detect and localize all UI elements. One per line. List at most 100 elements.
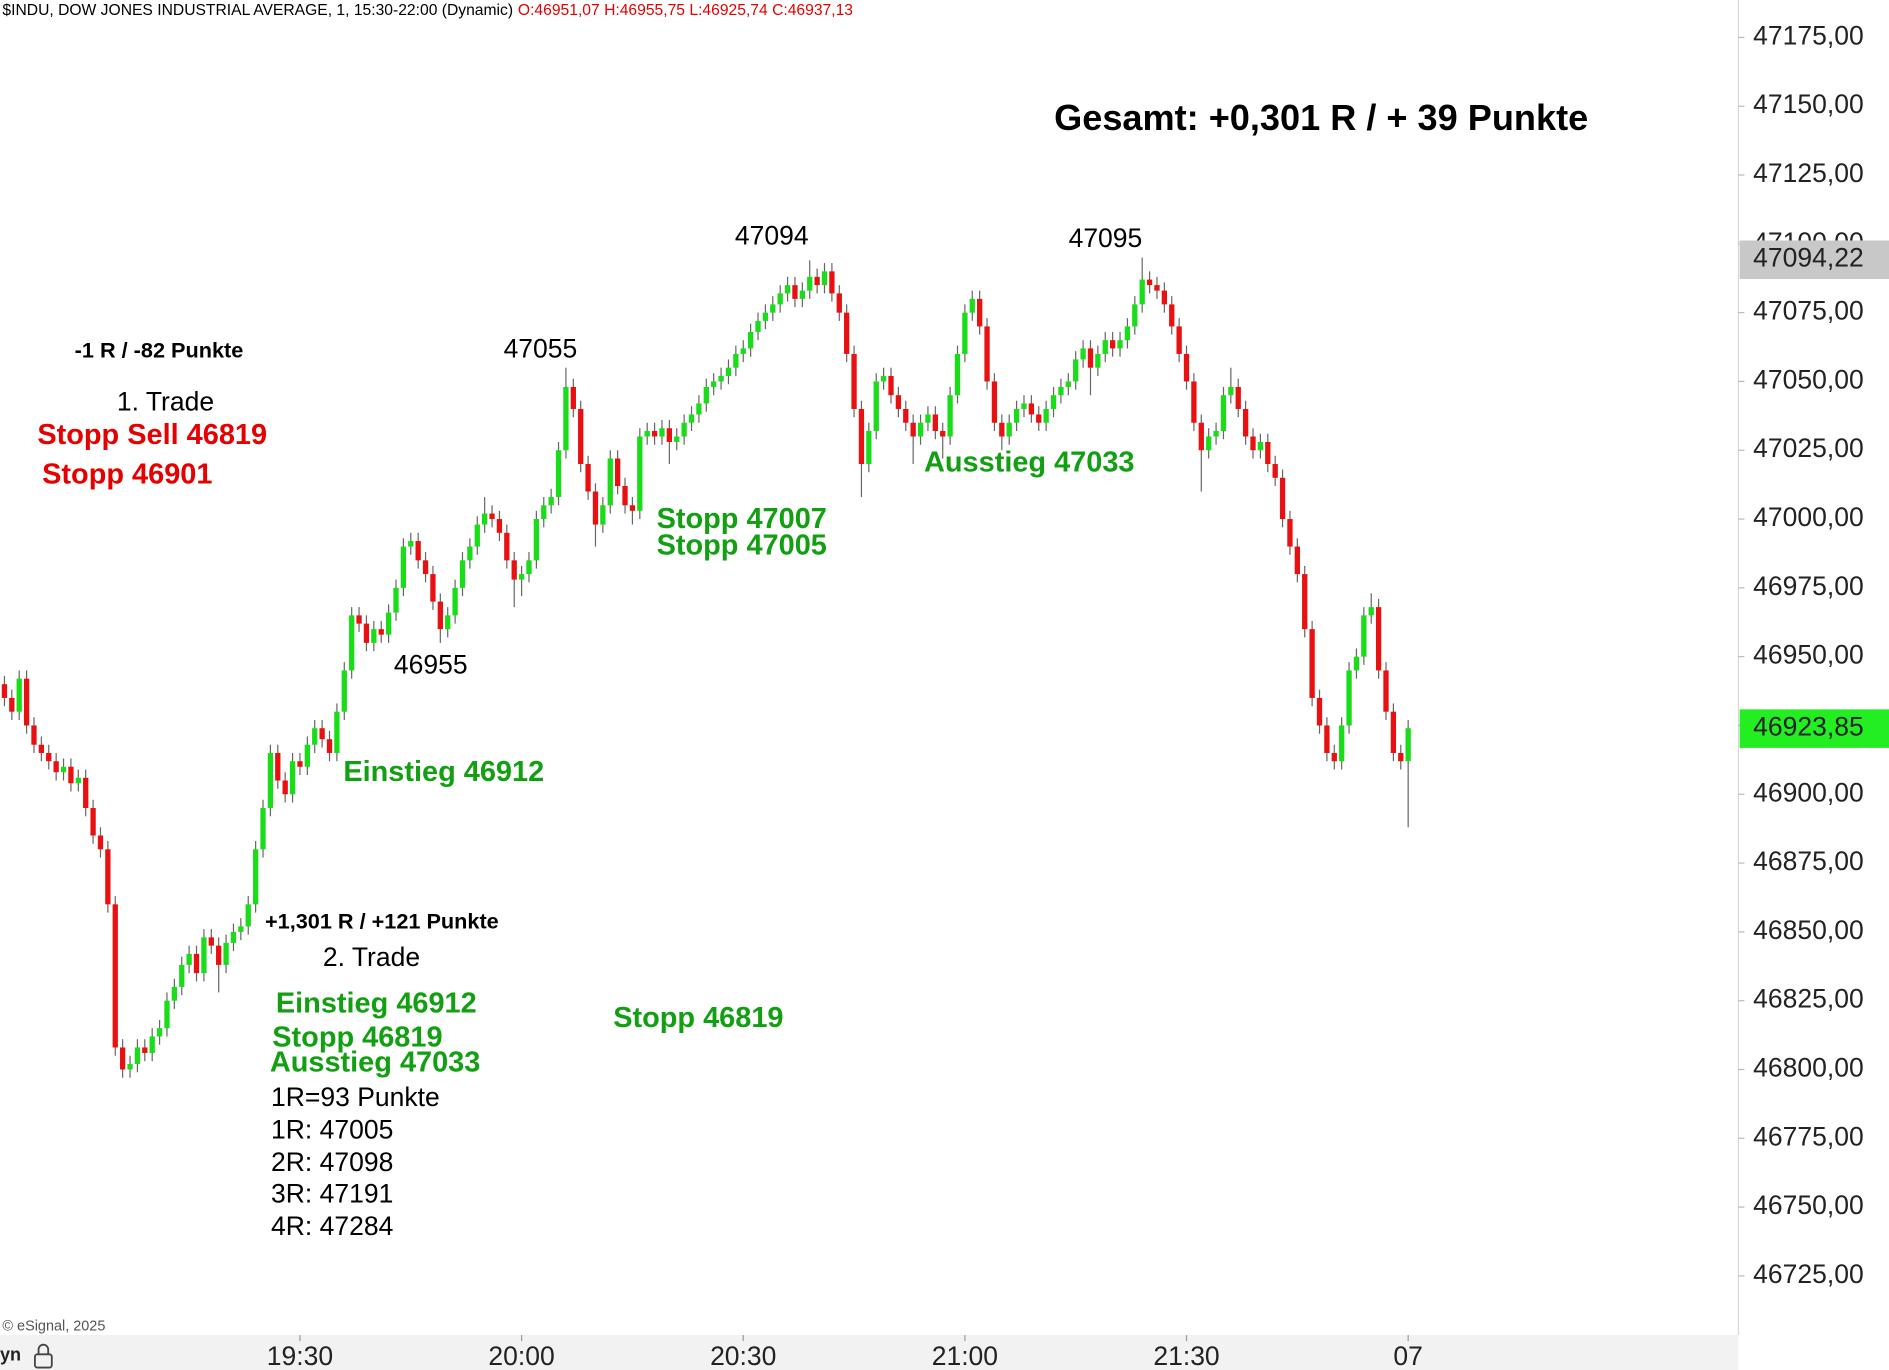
y-tick-label: 46950,00	[1753, 640, 1864, 670]
annotation: 1. Trade	[117, 387, 214, 417]
annotation: 47095	[1069, 223, 1143, 253]
candle-body	[592, 491, 599, 525]
candle-body	[1146, 279, 1153, 286]
y-tick-label: 47050,00	[1753, 364, 1864, 394]
candle-body	[482, 513, 488, 525]
candle-body	[600, 505, 606, 525]
annotation: 47055	[504, 334, 578, 364]
candle-body	[430, 574, 436, 602]
y-tick-label: 46850,00	[1753, 915, 1864, 945]
candle-body	[984, 326, 990, 382]
candle-body	[275, 752, 281, 781]
y-tick-label: 46750,00	[1753, 1190, 1864, 1220]
annotation: Einstieg 46912	[343, 756, 544, 788]
candle-body	[260, 808, 266, 850]
candle-body	[1220, 395, 1227, 431]
candle-body	[866, 430, 872, 465]
annotation: 2. Trade	[323, 942, 420, 972]
candle-body	[1073, 359, 1079, 382]
candle-body	[385, 612, 392, 635]
chart-subtitle: O:46951,07 H:46955,75 L:46925,74 C:46937…	[518, 2, 853, 19]
candle-body	[90, 808, 96, 836]
time-axis-panel	[0, 1335, 1739, 1370]
y-tick-label: 46875,00	[1753, 846, 1864, 876]
candle-body	[38, 744, 45, 753]
candle-body	[1036, 414, 1042, 423]
candle-body	[688, 414, 695, 423]
candle-body	[437, 601, 443, 630]
candle-body	[83, 777, 89, 809]
price-axis-panel	[1738, 0, 1889, 1370]
annotation: -1 R / -82 Punkte	[75, 338, 244, 363]
candle-body	[1250, 436, 1256, 451]
candle-body	[1287, 519, 1293, 547]
candle-body	[393, 587, 399, 613]
candle-body	[1028, 403, 1035, 415]
candle-body	[238, 926, 244, 932]
candle-body	[415, 541, 421, 561]
candle-body	[474, 524, 480, 547]
corner-label: yn	[0, 1344, 21, 1364]
candle-body	[1235, 386, 1241, 409]
candle-body	[1228, 386, 1234, 396]
candle-body	[16, 678, 22, 712]
candle-body	[1065, 381, 1071, 387]
candle-body	[932, 414, 938, 431]
annotation: 47094	[735, 220, 809, 250]
lock-shackle	[37, 1343, 50, 1355]
annotation: 2R: 47098	[271, 1147, 393, 1177]
candle-body	[171, 986, 178, 1001]
price-marker-label: 47094,22	[1753, 243, 1864, 273]
candle-body	[1109, 340, 1116, 349]
candle-body	[1154, 285, 1160, 291]
y-tick-label: 47175,00	[1753, 20, 1864, 50]
lock-icon	[34, 1343, 53, 1369]
candle-body	[1206, 436, 1212, 451]
candle-body	[844, 312, 850, 354]
candle-body	[267, 752, 274, 809]
candle-body	[718, 375, 724, 382]
candle-body	[23, 678, 30, 726]
candle-body	[201, 937, 207, 974]
candle-body	[570, 386, 576, 409]
candle-body	[1272, 464, 1278, 478]
candle-body	[356, 615, 362, 624]
candle-body	[977, 298, 983, 327]
candle-body	[1198, 422, 1204, 451]
candle-body	[349, 615, 355, 671]
annotation: 1R=93 Punkte	[271, 1082, 440, 1112]
candle-body	[1117, 340, 1123, 349]
candle-body	[127, 1063, 133, 1070]
candle-body	[607, 458, 613, 506]
y-tick-label: 46975,00	[1753, 571, 1864, 601]
candle-body	[1095, 353, 1101, 368]
candle-body	[1050, 395, 1057, 409]
candle-body	[629, 505, 636, 511]
candle-body	[186, 953, 192, 965]
candle-body	[341, 670, 347, 712]
annotation: Stopp 46819	[272, 1021, 442, 1053]
candle-body	[674, 436, 680, 442]
candle-body	[452, 587, 458, 616]
candle-body	[149, 1036, 155, 1053]
candle-body	[777, 293, 783, 305]
x-tick-label: 20:00	[488, 1341, 554, 1370]
candle-body	[807, 276, 813, 291]
candle-body	[1405, 728, 1411, 762]
candle-body	[651, 430, 658, 437]
candle-body	[770, 304, 776, 313]
candle-body	[925, 414, 931, 423]
candle-body	[548, 497, 554, 506]
candle-body	[1213, 430, 1219, 437]
candle-body	[1331, 752, 1337, 762]
candle-body	[31, 725, 37, 745]
candle-body	[703, 386, 709, 404]
candle-body	[1058, 386, 1064, 396]
candle-body	[533, 519, 540, 561]
candle-body	[585, 464, 591, 492]
price-marker	[1739, 709, 1889, 748]
candle-body	[1043, 408, 1049, 423]
candle-body	[969, 298, 975, 313]
annotation: Stopp Sell 46819	[37, 419, 267, 451]
